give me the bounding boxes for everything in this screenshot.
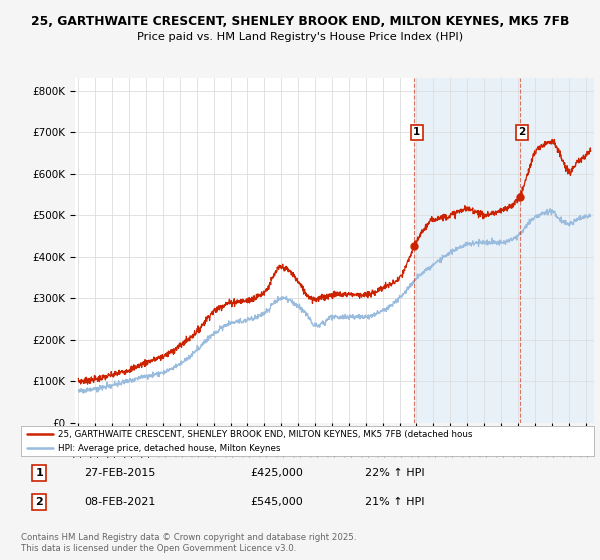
Text: 25, GARTHWAITE CRESCENT, SHENLEY BROOK END, MILTON KEYNES, MK5 7FB (detached hou: 25, GARTHWAITE CRESCENT, SHENLEY BROOK E… [58, 430, 473, 439]
Text: 2: 2 [35, 497, 43, 507]
Text: Price paid vs. HM Land Registry's House Price Index (HPI): Price paid vs. HM Land Registry's House … [137, 32, 463, 43]
Text: £545,000: £545,000 [250, 497, 303, 507]
Text: 27-FEB-2015: 27-FEB-2015 [84, 468, 155, 478]
Text: 2: 2 [518, 127, 526, 137]
Text: HPI: Average price, detached house, Milton Keynes: HPI: Average price, detached house, Milt… [58, 444, 281, 452]
Text: 1: 1 [413, 127, 421, 137]
Bar [414, 78, 520, 423]
Text: 21% ↑ HPI: 21% ↑ HPI [365, 497, 424, 507]
Text: 22% ↑ HPI: 22% ↑ HPI [365, 468, 424, 478]
Text: £425,000: £425,000 [250, 468, 303, 478]
Text: Contains HM Land Registry data © Crown copyright and database right 2025.
This d: Contains HM Land Registry data © Crown c… [21, 533, 356, 553]
Text: 08-FEB-2021: 08-FEB-2021 [84, 497, 155, 507]
Text: 25, GARTHWAITE CRESCENT, SHENLEY BROOK END, MILTON KEYNES, MK5 7FB: 25, GARTHWAITE CRESCENT, SHENLEY BROOK E… [31, 15, 569, 28]
Bar [520, 78, 594, 423]
Text: 1: 1 [35, 468, 43, 478]
